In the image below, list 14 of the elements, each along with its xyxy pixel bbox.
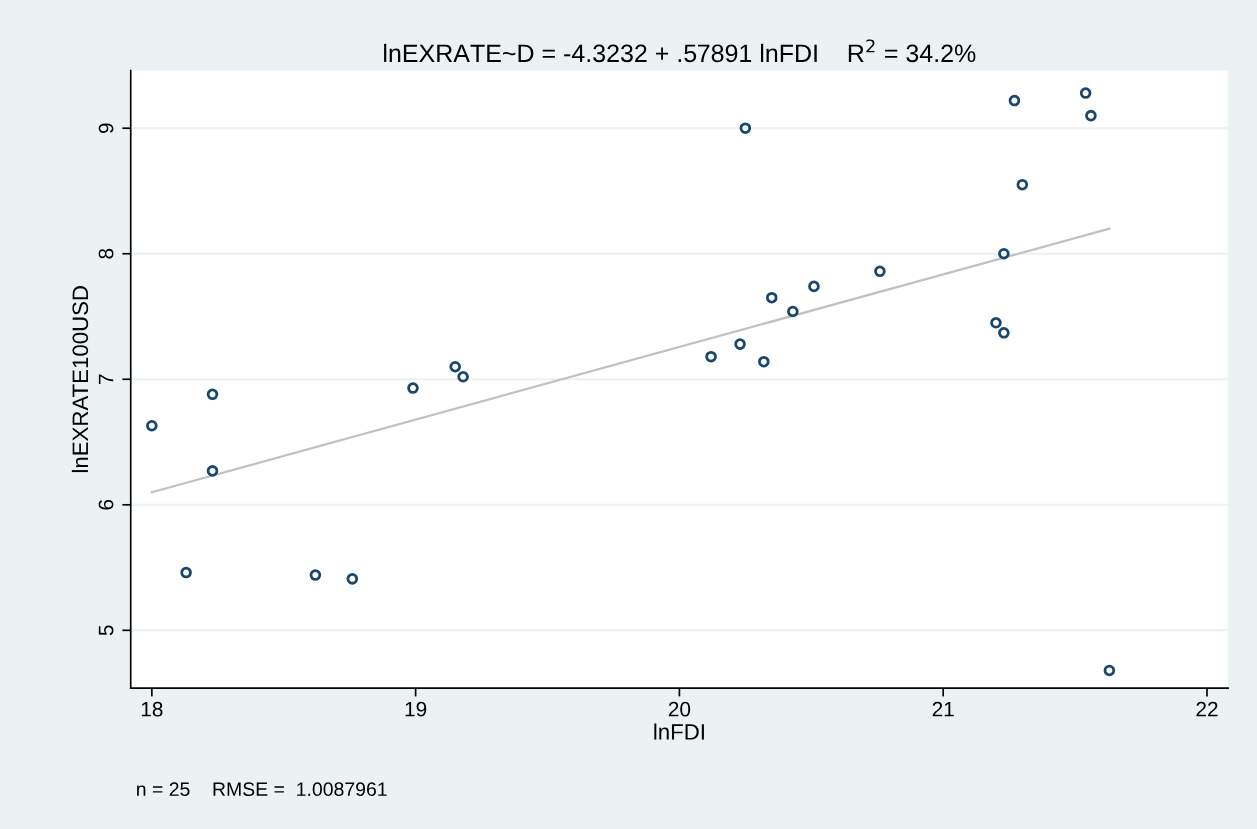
x-tick-label: 21 bbox=[932, 701, 954, 717]
x-axis-title: lnFDI bbox=[654, 723, 704, 740]
y-tick-label: 7 bbox=[98, 374, 114, 384]
text: n = 25 RMSE = 1.0087961 bbox=[137, 782, 387, 797]
x-tick-label: 22 bbox=[1196, 701, 1218, 717]
y-tick-label: 9 bbox=[98, 123, 114, 134]
y-axis-title: lnEXRATE100USD bbox=[71, 286, 89, 473]
x-tick-label: 18 bbox=[141, 701, 163, 717]
x-tick-label: 20 bbox=[668, 701, 691, 717]
x-tick-label: 19 bbox=[405, 701, 427, 717]
y-tick-label: 5 bbox=[98, 625, 114, 636]
y-tick-label: 6 bbox=[98, 499, 114, 510]
y-tick-label: 8 bbox=[98, 248, 114, 259]
chart-title: lnEXRATE~D = -4.3232 + .57891 lnFDI R$^{2}$ = 34.2% bbox=[384, 39, 976, 63]
